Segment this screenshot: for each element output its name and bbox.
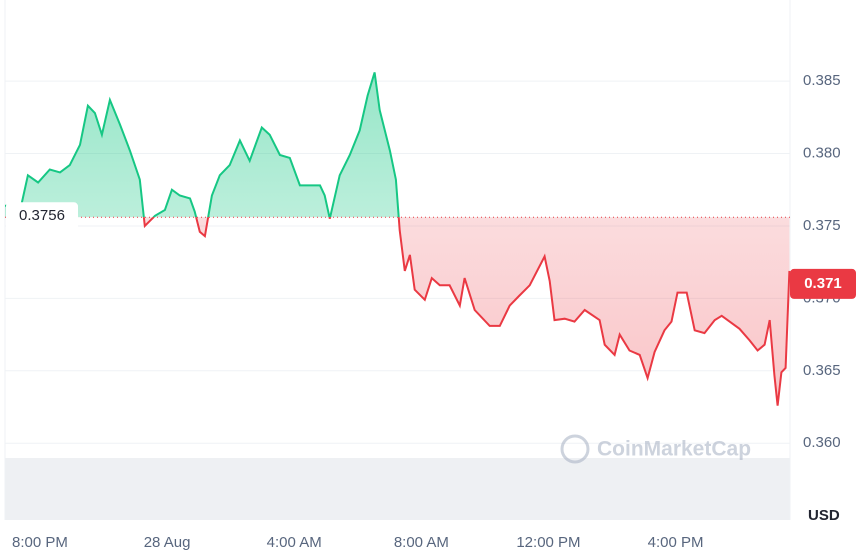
watermark: CoinMarketCap [597, 438, 751, 461]
volume-band [5, 458, 790, 520]
grid [5, 80, 790, 444]
x-tick-label: 8:00 AM [394, 534, 449, 551]
x-tick-label: 4:00 AM [267, 534, 322, 551]
x-tick-label: 8:00 PM [12, 534, 68, 551]
area-down [143, 217, 790, 406]
baseline-label-box [6, 202, 78, 231]
y-tick-label: 0.380 [803, 145, 841, 162]
area-up [5, 72, 790, 218]
y-tick-label: 0.385 [803, 72, 841, 89]
y-tick-label: 0.365 [803, 362, 841, 379]
watermark-group: CoinMarketCap [560, 434, 751, 464]
last-price-box [790, 268, 856, 299]
x-tick-label: 12:00 PM [516, 534, 580, 551]
y-tick-label: 0.360 [803, 434, 841, 451]
x-tick-label: 4:00 PM [648, 534, 704, 551]
x-tick-label: 28 Aug [144, 534, 191, 551]
plot [5, 72, 791, 406]
last-price-label: 0.371 [804, 275, 842, 292]
baseline-label: 0.3756 [19, 207, 65, 224]
price-line-down [142, 217, 791, 406]
y-unit: USD [808, 507, 840, 524]
watermark-logo [560, 434, 590, 464]
y-tick-label: 0.375 [803, 217, 841, 234]
